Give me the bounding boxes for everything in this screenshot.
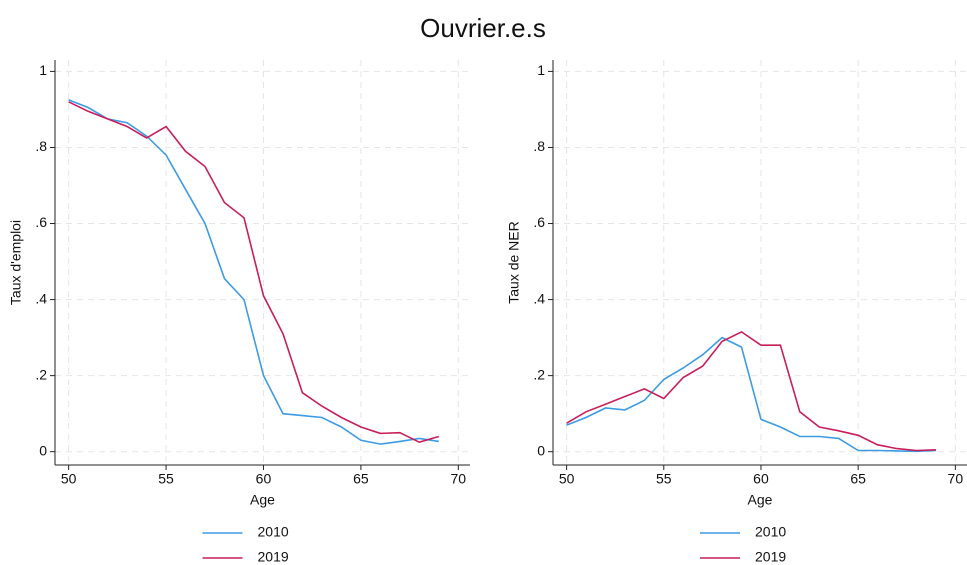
y-axis-label: Taux de NER: [506, 221, 522, 303]
x-tick-label: 50: [559, 471, 575, 487]
y-tick-label: .2: [35, 366, 47, 382]
x-tick-label: 60: [256, 471, 272, 487]
x-tick-label: 60: [753, 471, 769, 487]
x-tick-label: 70: [451, 471, 467, 487]
y-axis-label: Taux d'emploi: [8, 220, 24, 305]
y-tick-label: 1: [39, 62, 47, 78]
x-tick-label: 55: [158, 471, 174, 487]
x-tick-label: 65: [850, 471, 866, 487]
y-tick-label: .2: [533, 366, 545, 382]
x-axis-label: Age: [250, 492, 275, 508]
legend-label: 2019: [258, 549, 289, 565]
figure-title: Ouvrier.e.s: [420, 13, 546, 43]
x-tick-label: 50: [61, 471, 77, 487]
y-tick-label: .6: [533, 214, 545, 230]
data-line: [566, 330, 936, 452]
x-tick-label: 65: [353, 471, 369, 487]
y-tick-label: .6: [35, 214, 47, 230]
y-tick-label: .8: [35, 138, 47, 154]
y-tick-label: 0: [537, 442, 545, 458]
x-tick-label: 70: [948, 471, 964, 487]
x-tick-label: 55: [656, 471, 672, 487]
x-axis-label: Age: [748, 492, 773, 508]
legend-label: 2010: [755, 524, 786, 540]
y-tick-label: .4: [35, 290, 47, 306]
y-tick-label: 0: [39, 442, 47, 458]
data-line: [68, 99, 439, 445]
y-tick-label: .8: [533, 138, 545, 154]
y-tick-label: .4: [533, 290, 545, 306]
data-line: [68, 101, 440, 444]
legend-label: 2019: [755, 549, 786, 565]
data-line: [566, 336, 936, 453]
y-tick-label: 1: [537, 62, 545, 78]
legend-label: 2010: [258, 524, 289, 540]
